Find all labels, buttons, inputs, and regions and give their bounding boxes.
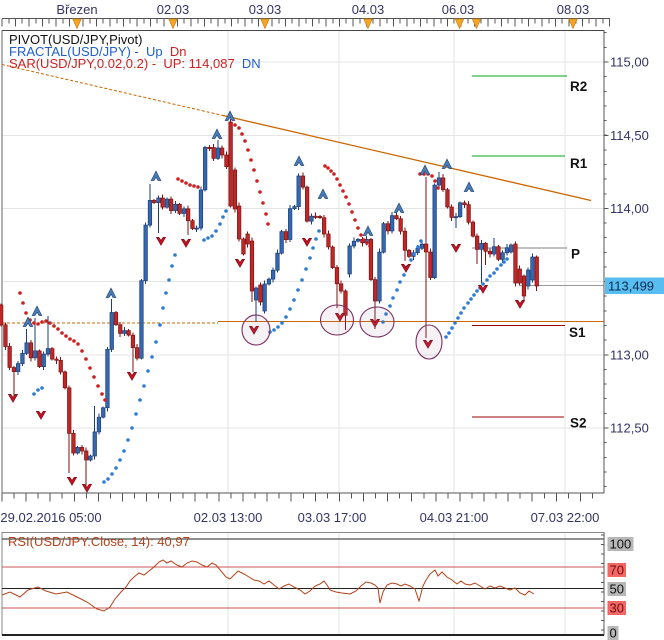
svg-text:FRACTAL(USD/JPY) - Up Dn: FRACTAL(USD/JPY) - Up Dn	[9, 44, 186, 59]
svg-text:0: 0	[610, 626, 617, 640]
svg-text:02.03: 02.03	[157, 2, 190, 17]
svg-text:03.03: 03.03	[249, 2, 282, 17]
svg-text:R1: R1	[570, 156, 588, 171]
svg-text:04.03 21:00: 04.03 21:00	[420, 510, 489, 525]
svg-text:S1: S1	[569, 325, 586, 340]
svg-text:07.03 22:00: 07.03 22:00	[531, 510, 600, 525]
svg-text:03.03 17:00: 03.03 17:00	[298, 510, 367, 525]
svg-text:06.03: 06.03	[442, 2, 475, 17]
svg-text:115,00: 115,00	[610, 55, 649, 70]
svg-text:04.03: 04.03	[352, 2, 385, 17]
svg-text:114,50: 114,50	[610, 128, 649, 143]
svg-text:R2: R2	[570, 79, 587, 94]
svg-text:113,499: 113,499	[608, 279, 654, 294]
svg-text:113,00: 113,00	[610, 348, 649, 363]
svg-text:SAR(USD/JPY,0.02,0.2) - UP: 1: SAR(USD/JPY,0.02,0.2) - UP: 114,087 DN	[9, 56, 261, 71]
svg-text:Březen: Březen	[56, 2, 97, 17]
svg-text:50: 50	[610, 582, 624, 597]
svg-text:02.03 13:00: 02.03 13:00	[194, 510, 263, 525]
svg-text:112,50: 112,50	[610, 421, 649, 436]
svg-text:29.02.2016 05:00: 29.02.2016 05:00	[0, 510, 101, 525]
svg-text:100: 100	[610, 537, 632, 552]
svg-text:P: P	[571, 247, 580, 262]
svg-text:S2: S2	[570, 416, 587, 431]
svg-text:70: 70	[610, 563, 624, 578]
svg-text:114,00: 114,00	[610, 201, 649, 216]
svg-text:PIVOT(USD/JPY,Pivot): PIVOT(USD/JPY,Pivot)	[9, 32, 142, 47]
svg-text:RSI(USD/JPY.Close, 14): 40,97: RSI(USD/JPY.Close, 14): 40,97	[8, 534, 190, 549]
svg-text:08.03: 08.03	[557, 2, 590, 17]
svg-text:30: 30	[610, 601, 624, 616]
